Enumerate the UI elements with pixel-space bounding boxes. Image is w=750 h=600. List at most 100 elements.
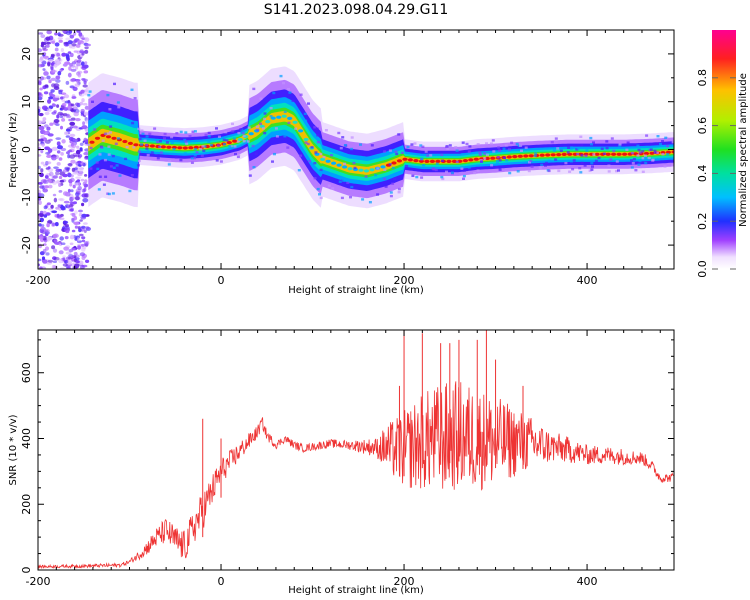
spectrogram-noise-cell <box>83 241 89 246</box>
spectrogram-noise-cell <box>45 139 51 144</box>
spectrogram-noise-cell <box>80 264 85 269</box>
spectrogram-scatter-cell <box>625 148 629 151</box>
spectrogram-noise-cell <box>84 37 90 42</box>
spectrogram-scatter-cell <box>313 162 317 165</box>
spectrogram-scatter-cell <box>591 165 594 168</box>
spectrogram-noise-cell <box>55 123 60 126</box>
spectrogram-noise-cell <box>69 234 75 240</box>
spectrogram-scatter-cell <box>495 159 499 163</box>
spectrogram-scatter-cell <box>153 127 157 130</box>
spectrogram-scatter-cell <box>339 147 343 150</box>
spectrogram-noise-cell <box>41 60 47 65</box>
spectrogram-noise-cell <box>69 121 76 126</box>
spectrogram-noise-cell <box>72 184 76 189</box>
spectrogram-noise-cell <box>55 171 60 176</box>
spectrogram-ridge-cell <box>363 169 370 173</box>
snr-frame <box>37 329 675 571</box>
spectrogram-noise-cell <box>58 250 64 255</box>
spectrogram-ridge-cell <box>611 152 617 156</box>
spectrogram-scatter-cell <box>303 112 307 116</box>
spectrogram-noise-cell <box>38 223 42 227</box>
spectrogram-noise-cell <box>48 179 52 184</box>
spectrogram-y-tick-label: 20 <box>20 47 33 61</box>
spectrogram-scatter-cell <box>299 93 303 96</box>
spectrogram-x-ticks: -200 0 200 400 <box>26 30 661 287</box>
spectrogram-scatter-cell <box>397 187 401 191</box>
spectrogram-ridge-cell <box>177 146 183 150</box>
spectrogram-noise-cell <box>65 55 70 60</box>
spectrogram-scatter-cell <box>167 163 171 166</box>
spectrogram-noise-cell <box>78 260 84 266</box>
spectrogram-ridge-cell <box>188 146 194 150</box>
spectrogram-noise-cell <box>44 84 49 88</box>
spectrogram-scatter-cell <box>656 135 660 138</box>
spectrogram-noise-cell <box>54 32 58 36</box>
spectrogram-scatter-cell <box>269 107 273 110</box>
spectrogram-scatter-cell <box>209 143 213 147</box>
spectrogram-scatter-cell <box>556 147 560 150</box>
spectrogram-scatter-cell <box>95 161 99 164</box>
spectrogram-ridge-cell <box>342 165 348 169</box>
spectrogram-scatter-cell <box>426 154 430 157</box>
spectrogram-scatter-cell <box>239 128 243 131</box>
spectrogram-ridge-cell <box>402 157 408 161</box>
spectrogram-scatter-cell <box>580 161 584 165</box>
spectrogram-scatter-cell <box>653 151 657 154</box>
spectrogram-noise-cell <box>69 154 76 159</box>
figure-title: S141.2023.098.04.29.G11 <box>264 2 449 18</box>
snr-y-ticks: 0 200 400 600 <box>20 339 674 574</box>
spectrogram-noise-cell <box>60 147 67 152</box>
spectrogram-noise-cell <box>52 180 57 185</box>
spectrogram-noise-cell <box>59 198 65 202</box>
spectrogram-scatter-cell <box>184 131 188 134</box>
spectrogram-noise-cell <box>42 235 47 241</box>
spectrogram-scatter-cell <box>568 170 572 173</box>
spectrogram-noise-cell <box>48 96 54 100</box>
snr-x-ticks: -200 0 200 400 <box>26 330 661 588</box>
spectrogram-scatter-cell <box>87 94 91 97</box>
spectrogram-scatter-cell <box>370 144 374 147</box>
spectrogram-noise-cell <box>83 80 87 85</box>
spectrogram-scatter-cell <box>515 142 519 146</box>
spectrogram-noise-cell <box>38 200 42 205</box>
spectrogram-scatter-cell <box>468 145 472 148</box>
spectrogram-scatter-cell <box>632 158 636 161</box>
spectrogram-noise-cell <box>74 83 81 88</box>
spectrogram-scatter-cell <box>510 141 514 144</box>
spectrogram-noise-cell <box>74 210 78 215</box>
spectrogram-noise-cell <box>77 186 82 191</box>
spectrogram-scatter-cell <box>503 156 506 159</box>
spectrogram-scatter-cell <box>578 167 582 170</box>
spectrogram-noise-cell <box>65 251 72 255</box>
spectrogram-scatter-cell <box>271 160 274 163</box>
spectrogram-scatter-cell <box>554 137 558 140</box>
spectrogram-scatter-cell <box>222 138 226 142</box>
spectrogram-scatter-cell <box>419 144 423 147</box>
spectrogram-noise-cell <box>84 193 90 198</box>
spectrogram-ridge-cell <box>512 155 518 159</box>
spectrogram-scatter-cell <box>279 74 283 78</box>
spectrogram-noise-cell <box>67 172 71 175</box>
spectrogram-scatter-cell <box>218 135 221 138</box>
spectrogram-scatter-cell <box>168 160 172 163</box>
spectrogram-noise-cell <box>67 188 71 193</box>
spectrogram-noise-cell <box>85 259 90 263</box>
spectrogram-scatter-cell <box>605 140 609 143</box>
spectrogram-noise-cell <box>60 125 63 130</box>
spectrogram-scatter-cell <box>524 146 528 149</box>
spectrogram-noise-cell <box>46 202 52 206</box>
spectrogram-noise-cell <box>78 209 83 213</box>
spectrogram-scatter-cell <box>324 129 328 132</box>
spectrogram-ridge-cell <box>616 152 622 156</box>
spectrogram-scatter-cell <box>440 159 444 162</box>
spectrogram-noise-cell <box>59 217 65 220</box>
spectrogram-noise-cell <box>45 252 50 256</box>
spectrogram-noise-cell <box>70 103 75 107</box>
spectrogram-scatter-cell <box>554 158 558 161</box>
spectrogram-noise-cell <box>79 34 84 39</box>
snr-y-tick-label: 200 <box>20 494 33 515</box>
spectrogram-scatter-cell <box>473 171 477 175</box>
spectrogram-noise-cell <box>83 111 89 116</box>
spectrogram-noise-cell <box>48 79 52 84</box>
spectrogram-scatter-cell <box>605 147 609 150</box>
